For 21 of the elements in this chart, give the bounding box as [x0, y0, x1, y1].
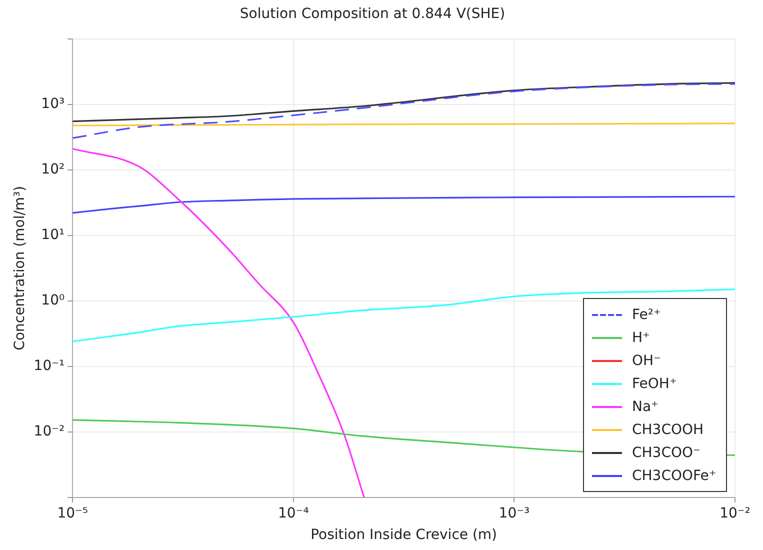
x-axis-title: Position Inside Crevice (m): [310, 527, 498, 544]
legend-label: CH3COOFe⁺: [632, 468, 716, 484]
legend-label: Na⁺: [632, 398, 658, 415]
legend-label: OH⁻: [632, 352, 661, 369]
legend-label: H⁺: [632, 330, 650, 346]
y-tick-label: 10⁰: [41, 292, 65, 308]
x-tick-label: 10⁻²: [720, 505, 750, 522]
chart-title: Solution Composition at 0.844 V(SHE): [240, 6, 506, 22]
legend-label: CH3COO⁻: [632, 444, 700, 461]
x-tick-label: 10⁻⁴: [278, 505, 310, 522]
legend-label: Fe²⁺: [632, 306, 661, 323]
y-tick-label: 10³: [41, 96, 65, 112]
x-tick-label: 10⁻³: [498, 505, 530, 522]
y-axis-title: Concentration (mol/m³): [12, 186, 28, 350]
y-tick-label: 10¹: [41, 226, 65, 243]
y-tick-label: 10²: [41, 161, 65, 178]
legend-label: FeOH⁺: [632, 376, 677, 392]
y-tick-label: 10⁻¹: [34, 358, 65, 374]
legend-label: CH3COOH: [632, 422, 704, 438]
y-tick-label: 10⁻²: [34, 424, 65, 440]
x-tick-label: 10⁻⁵: [57, 505, 88, 522]
